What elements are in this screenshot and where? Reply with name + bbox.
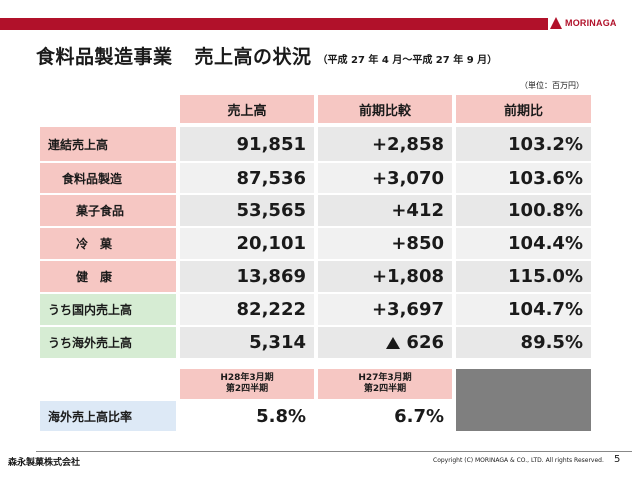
col-header-sales: 売上高 (180, 95, 314, 123)
brand-name: MORINAGA (565, 18, 617, 28)
period-label: （平成 27 年 4 月〜平成 27 年 9 月） (317, 55, 498, 66)
row-label-health: 健 康 (40, 261, 176, 292)
row-label-domestic: うち国内売上高 (40, 294, 176, 325)
copyright: Copyright (C) MORINAGA & CO., LTD. All r… (433, 457, 604, 464)
cell-diff: +3,070 (318, 163, 452, 193)
cell-ratio-h28: 5.8% (180, 401, 314, 431)
row-label-consolidated: 連結売上高 (40, 127, 176, 161)
gray-filler (456, 369, 591, 431)
row-label-food-manufacturing: 食料品製造 (40, 163, 176, 193)
cell-ratio: 103.2% (456, 127, 591, 161)
row-label-frozen: 冷 菓 (40, 228, 176, 259)
cell-ratio: 115.0% (456, 261, 591, 292)
cell-sales: 20,101 (180, 228, 314, 259)
cell-diff: +1,808 (318, 261, 452, 292)
cell-ratio-h27: 6.7% (318, 401, 452, 431)
row-label-confectionery: 菓子食品 (40, 195, 176, 226)
cell-ratio: 104.7% (456, 294, 591, 325)
morinaga-angel-icon (550, 17, 562, 29)
cell-sales: 82,222 (180, 294, 314, 325)
cell-ratio: 104.4% (456, 228, 591, 259)
title-sub: 売上高の状況 (194, 46, 312, 68)
cell-ratio: 103.6% (456, 163, 591, 193)
cell-diff: +3,697 (318, 294, 452, 325)
triangle-up-icon (386, 336, 401, 349)
cell-sales: 91,851 (180, 127, 314, 161)
unit-label: （単位：百万円） (520, 81, 584, 90)
sub-header-h28: H28年3月期 第2四半期 (180, 369, 314, 399)
row-label-overseas: うち海外売上高 (40, 327, 176, 358)
brand-logo: MORINAGA (550, 15, 617, 31)
footer-divider (36, 451, 632, 452)
diff-value: 626 (406, 332, 444, 353)
sub-header-h28-line1: H28年3月期 (220, 373, 274, 383)
cell-ratio: 89.5% (456, 327, 591, 358)
company-name: 森永製菓株式会社 (8, 458, 81, 468)
page-number: 5 (614, 454, 621, 465)
cell-sales: 13,869 (180, 261, 314, 292)
cell-diff: +850 (318, 228, 452, 259)
top-banner: MORINAGA (0, 0, 640, 34)
sub-header-h27: H27年3月期 第2四半期 (318, 369, 452, 399)
cell-sales: 53,565 (180, 195, 314, 226)
title-main: 食料品製造事業 (36, 46, 173, 68)
row-label-overseas-ratio: 海外売上高比率 (40, 401, 176, 431)
cell-sales: 87,536 (180, 163, 314, 193)
sub-header-h27-line1: H27年3月期 (358, 373, 412, 383)
sub-header-h27-line2: 第2四半期 (363, 384, 407, 394)
sub-header-h28-line2: 第2四半期 (225, 384, 269, 394)
slide-title: 食料品製造事業 売上高の状況 （平成 27 年 4 月〜平成 27 年 9 月） (36, 42, 497, 69)
col-header-ratio: 前期比 (456, 95, 591, 123)
cell-diff: +412 (318, 195, 452, 226)
cell-ratio: 100.8% (456, 195, 591, 226)
red-stripe (0, 18, 548, 30)
cell-diff: +2,858 (318, 127, 452, 161)
cell-sales: 5,314 (180, 327, 314, 358)
col-header-diff: 前期比較 (318, 95, 452, 123)
cell-diff-negative: 626 (318, 327, 452, 358)
